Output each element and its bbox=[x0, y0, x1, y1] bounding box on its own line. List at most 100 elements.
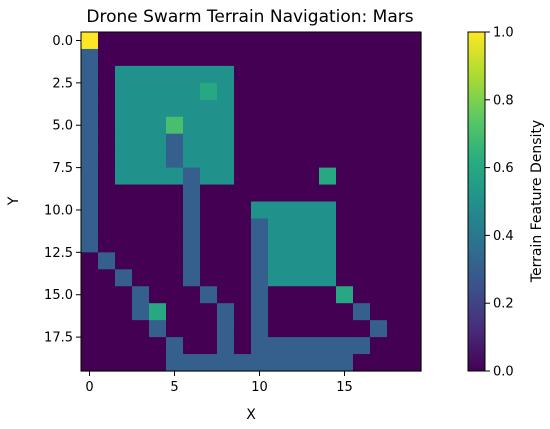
heatmap-cell bbox=[200, 303, 218, 321]
heatmap-cell bbox=[200, 82, 218, 101]
heatmap-cell bbox=[268, 201, 286, 220]
heatmap-cell bbox=[404, 167, 422, 186]
heatmap-cell bbox=[302, 320, 320, 338]
heatmap-cell bbox=[115, 65, 133, 84]
heatmap-cell bbox=[132, 269, 150, 287]
heatmap-cell bbox=[285, 235, 303, 253]
heatmap-cell bbox=[319, 201, 337, 220]
heatmap-cell bbox=[404, 252, 422, 270]
heatmap-cell bbox=[370, 201, 388, 220]
heatmap-cell bbox=[98, 252, 116, 270]
colorbar bbox=[467, 31, 486, 372]
heatmap-cell bbox=[132, 286, 150, 304]
heatmap-cell bbox=[336, 269, 354, 287]
heatmap-cells bbox=[81, 32, 422, 372]
heatmap-cell bbox=[132, 116, 150, 135]
heatmap-cell bbox=[183, 99, 201, 118]
heatmap-cell bbox=[149, 252, 167, 270]
heatmap-cell bbox=[132, 184, 150, 203]
heatmap-cell bbox=[81, 48, 99, 67]
heatmap-cell bbox=[149, 184, 167, 203]
heatmap-cell bbox=[98, 269, 116, 287]
heatmap-cell bbox=[251, 82, 269, 101]
heatmap-cell bbox=[302, 303, 320, 321]
heatmap-cell bbox=[149, 235, 167, 253]
heatmap-cell bbox=[81, 82, 99, 101]
heatmap-cell bbox=[285, 269, 303, 287]
heatmap-cell bbox=[302, 32, 320, 50]
heatmap-cell bbox=[200, 320, 218, 338]
heatmap-cell bbox=[149, 99, 167, 118]
heatmap-cell bbox=[200, 286, 218, 304]
heatmap-cell bbox=[336, 65, 354, 84]
heatmap-cell bbox=[166, 269, 184, 287]
heatmap-cell bbox=[319, 99, 337, 118]
heatmap-cell bbox=[149, 133, 167, 152]
heatmap-cell bbox=[234, 354, 252, 372]
heatmap-cell bbox=[166, 201, 184, 220]
heatmap-cell bbox=[217, 286, 235, 304]
heatmap-cell bbox=[81, 320, 99, 338]
heatmap-cell bbox=[285, 150, 303, 169]
heatmap-cell bbox=[183, 354, 201, 372]
heatmap-cell bbox=[353, 320, 371, 338]
heatmap-cell bbox=[336, 32, 354, 50]
heatmap-cell bbox=[285, 116, 303, 135]
heatmap-cell bbox=[404, 150, 422, 169]
heatmap-cell bbox=[115, 82, 133, 101]
heatmap-cell bbox=[404, 303, 422, 321]
chart-title: Drone Swarm Terrain Navigation: Mars bbox=[86, 7, 413, 27]
heatmap-cell bbox=[183, 252, 201, 270]
colorbar-tick-label: 0.4 bbox=[493, 229, 514, 244]
heatmap-cell bbox=[217, 235, 235, 253]
heatmap-cell bbox=[302, 48, 320, 67]
heatmap-cell bbox=[183, 133, 201, 152]
heatmap-cell bbox=[302, 201, 320, 220]
heatmap-cell bbox=[353, 116, 371, 135]
y-tick-label: 17.5 bbox=[44, 331, 73, 346]
heatmap-cell bbox=[234, 48, 252, 67]
heatmap-cell bbox=[387, 82, 405, 101]
heatmap-cell bbox=[251, 48, 269, 67]
heatmap-cell bbox=[98, 337, 116, 355]
heatmap-cell bbox=[115, 116, 133, 135]
heatmap-cell bbox=[268, 337, 286, 355]
heatmap-cell bbox=[200, 32, 218, 50]
heatmap-cell bbox=[81, 150, 99, 169]
heatmap-cell bbox=[285, 184, 303, 203]
heatmap-cell bbox=[353, 218, 371, 236]
heatmap-cell bbox=[387, 167, 405, 186]
heatmap-cell bbox=[404, 235, 422, 253]
heatmap-cell bbox=[251, 269, 269, 287]
heatmap-cell bbox=[387, 99, 405, 118]
heatmap-cell bbox=[115, 133, 133, 152]
heatmap-cell bbox=[217, 337, 235, 355]
heatmap-cell bbox=[115, 286, 133, 304]
heatmap-cell bbox=[166, 32, 184, 50]
heatmap-cell bbox=[302, 354, 320, 372]
heatmap-cell bbox=[285, 286, 303, 304]
heatmap-cell bbox=[200, 99, 218, 118]
x-tick-label: 15 bbox=[336, 380, 353, 395]
heatmap-cell bbox=[387, 133, 405, 152]
heatmap-cell bbox=[149, 82, 167, 101]
heatmap-cell bbox=[149, 116, 167, 135]
heatmap-cell bbox=[370, 150, 388, 169]
heatmap-cell bbox=[115, 252, 133, 270]
heatmap-cell bbox=[319, 184, 337, 203]
heatmap-cell bbox=[302, 184, 320, 203]
heatmap-cell bbox=[370, 269, 388, 287]
heatmap-cell bbox=[132, 167, 150, 186]
heatmap-cell bbox=[268, 116, 286, 135]
heatmap-cell bbox=[183, 320, 201, 338]
heatmap-cell bbox=[353, 150, 371, 169]
heatmap-cell bbox=[336, 337, 354, 355]
colorbar-tick-label: 1.0 bbox=[493, 26, 514, 41]
heatmap-cell bbox=[404, 65, 422, 84]
heatmap-cell bbox=[81, 235, 99, 253]
y-tick-label: 15.0 bbox=[44, 288, 73, 303]
heatmap-cell bbox=[319, 32, 337, 50]
heatmap-cell bbox=[404, 133, 422, 152]
heatmap-cell bbox=[353, 184, 371, 203]
